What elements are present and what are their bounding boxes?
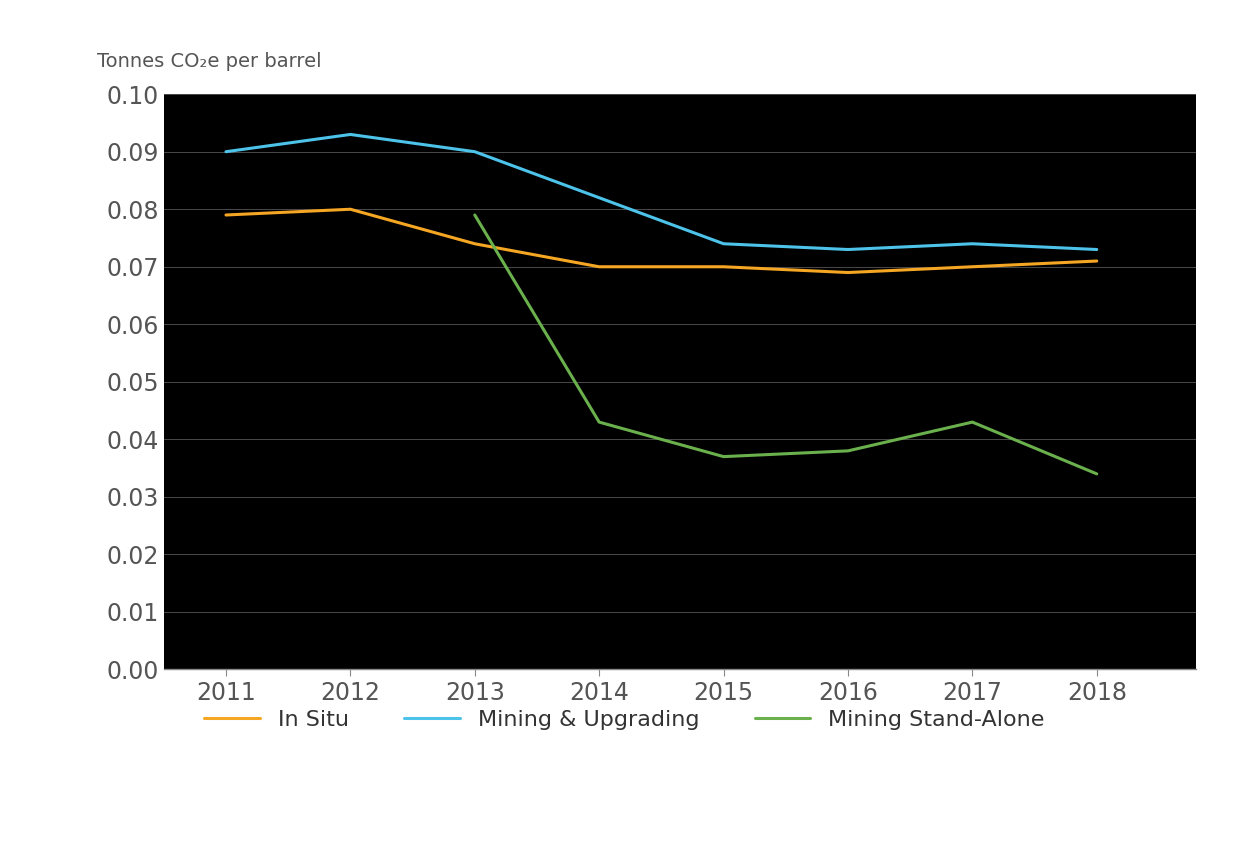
In Situ — [840, 268, 855, 278]
Mining & Upgrading — [716, 239, 730, 249]
In Situ — [965, 262, 980, 272]
Mining & Upgrading — [965, 239, 980, 249]
Mining & Upgrading — [1089, 245, 1104, 255]
Mining & Upgrading — [840, 245, 855, 255]
Mining Stand-Alone — [1089, 469, 1104, 479]
Text: Tonnes CO₂e per barrel: Tonnes CO₂e per barrel — [96, 52, 321, 71]
Mining & Upgrading — [219, 146, 234, 156]
Line: In Situ: In Situ — [226, 209, 1096, 273]
Mining & Upgrading — [467, 146, 482, 156]
Mining Stand-Alone — [592, 417, 607, 428]
In Situ — [467, 239, 482, 249]
Mining Stand-Alone — [965, 417, 980, 428]
In Situ — [1089, 256, 1104, 266]
In Situ — [592, 262, 607, 272]
In Situ — [342, 204, 357, 214]
Line: Mining Stand-Alone: Mining Stand-Alone — [475, 215, 1096, 474]
In Situ — [716, 262, 730, 272]
In Situ — [219, 210, 234, 220]
Mining & Upgrading — [592, 193, 607, 203]
Mining Stand-Alone — [467, 210, 482, 220]
Legend: In Situ, Mining & Upgrading, Mining Stand-Alone: In Situ, Mining & Upgrading, Mining Stan… — [195, 701, 1053, 739]
Mining Stand-Alone — [716, 451, 730, 462]
Mining & Upgrading — [342, 129, 357, 139]
Mining Stand-Alone — [840, 445, 855, 456]
Line: Mining & Upgrading: Mining & Upgrading — [226, 134, 1096, 250]
